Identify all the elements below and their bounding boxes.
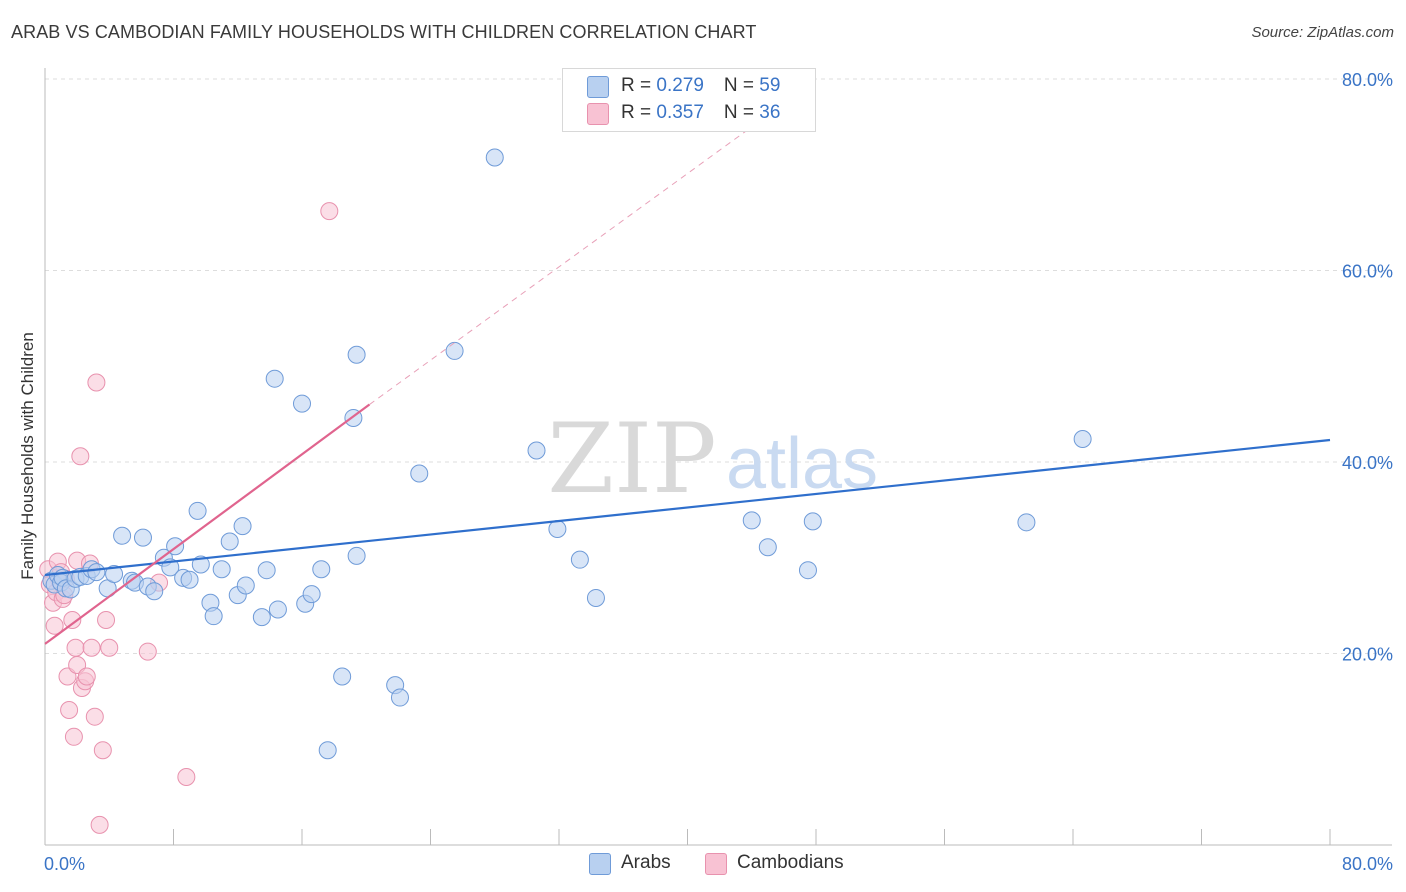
y-tick-label: 20.0% [1342,645,1393,665]
axes [44,68,1392,846]
cambodians-point [64,727,83,746]
arabs-point [236,576,255,595]
arabs-point [191,555,210,574]
arabs-point [265,369,284,388]
arabs-point [180,570,199,589]
cambodians-point [97,610,116,629]
cambodians-legend-swatch [705,853,727,875]
cambodians-point [77,667,96,686]
cambodians-point [68,655,87,674]
arabs-point [212,560,231,579]
arabs-point [268,600,287,619]
grid-lines [45,78,1392,654]
correlation-legend: R = 0.279 N = 59 R = 0.357 N = 36 [562,68,816,132]
cambodians-n-value: 36 [759,102,781,123]
arabs-point [410,464,429,483]
y-axis-label: Family Households with Children [18,332,37,580]
arabs-point [548,520,567,539]
arabs-point [105,565,124,584]
watermark-atlas: atlas [726,424,878,504]
arabs-point [87,563,106,582]
trend-lines [44,126,1331,645]
cambodians-r-value: 0.357 [656,102,704,123]
cambodians-point [82,638,101,657]
x-tick-label: 0.0% [44,854,85,874]
arabs-point [390,688,409,707]
arabs-point [798,561,817,580]
cambodians-point [71,447,90,466]
arabs-point [293,394,311,413]
cambodians-point [45,616,64,635]
arabs-point [220,532,239,551]
cambodians-point [100,638,119,657]
arabs-point [445,341,464,360]
cambodians-swatch [587,103,609,125]
cambodians-point [87,373,106,392]
arabs-point [347,546,366,565]
arabs-point [586,588,605,607]
cambodians-point [60,700,79,719]
arabs-legend-label: Arabs [621,852,671,873]
cambodians-point [177,768,196,787]
cambodians-trend-extension [369,126,753,405]
arabs-trend-line [44,438,1331,577]
arabs-point [252,608,271,627]
cambodians-point [63,610,82,629]
source-label: Source: ZipAtlas.com [1251,24,1394,41]
arabs-n-value: 59 [759,75,781,96]
cambodians-point [93,741,112,760]
arabs-point [318,741,337,760]
arabs-point [145,582,164,601]
cambodians-point [66,638,85,657]
arabs-point [527,441,546,460]
cambodians-point [320,202,339,221]
arabs-point [803,512,822,531]
arabs-point [257,561,276,580]
x-tick-label: 80.0% [1342,854,1393,874]
legend-text-cambodians: R = 0.357 N = 36 [621,102,781,123]
y-tick-label: 60.0% [1342,262,1393,282]
cambodians-points [39,202,339,834]
cambodians-point [58,667,77,686]
arabs-point [758,538,777,557]
cambodians-point [85,707,104,726]
chart-title: ARAB VS CAMBODIAN FAMILY HOUSEHOLDS WITH… [11,22,757,42]
arabs-point [204,607,223,626]
arabs-legend-swatch [589,853,611,875]
arabs-point [485,148,504,167]
arabs-point [333,667,352,686]
arabs-point [113,526,132,545]
cambodians-point [138,642,157,661]
arabs-point [1017,513,1036,532]
arabs-point [312,560,331,579]
arabs-point [347,345,366,364]
y-tick-label: 80.0% [1342,70,1393,90]
cambodians-point [90,815,109,834]
cambodians-trend-line [44,403,371,645]
y-tick-label: 40.0% [1342,453,1393,473]
tick-labels: 20.0% 40.0% 60.0% 80.0% 0.0% 80.0% [44,70,1393,874]
legend-text-arabs: R = 0.279 N = 59 [621,75,781,96]
arabs-point [742,511,761,530]
arabs-point [570,550,589,569]
arabs-point [188,501,207,520]
cambodians-legend-label: Cambodians [737,852,844,873]
arabs-point [1073,430,1092,449]
arabs-r-value: 0.279 [656,75,704,96]
arabs-point [133,528,152,547]
arabs-point [302,585,321,604]
arabs-swatch [587,76,609,98]
arabs-point [233,517,252,536]
watermark-zip: ZIP [547,403,716,515]
